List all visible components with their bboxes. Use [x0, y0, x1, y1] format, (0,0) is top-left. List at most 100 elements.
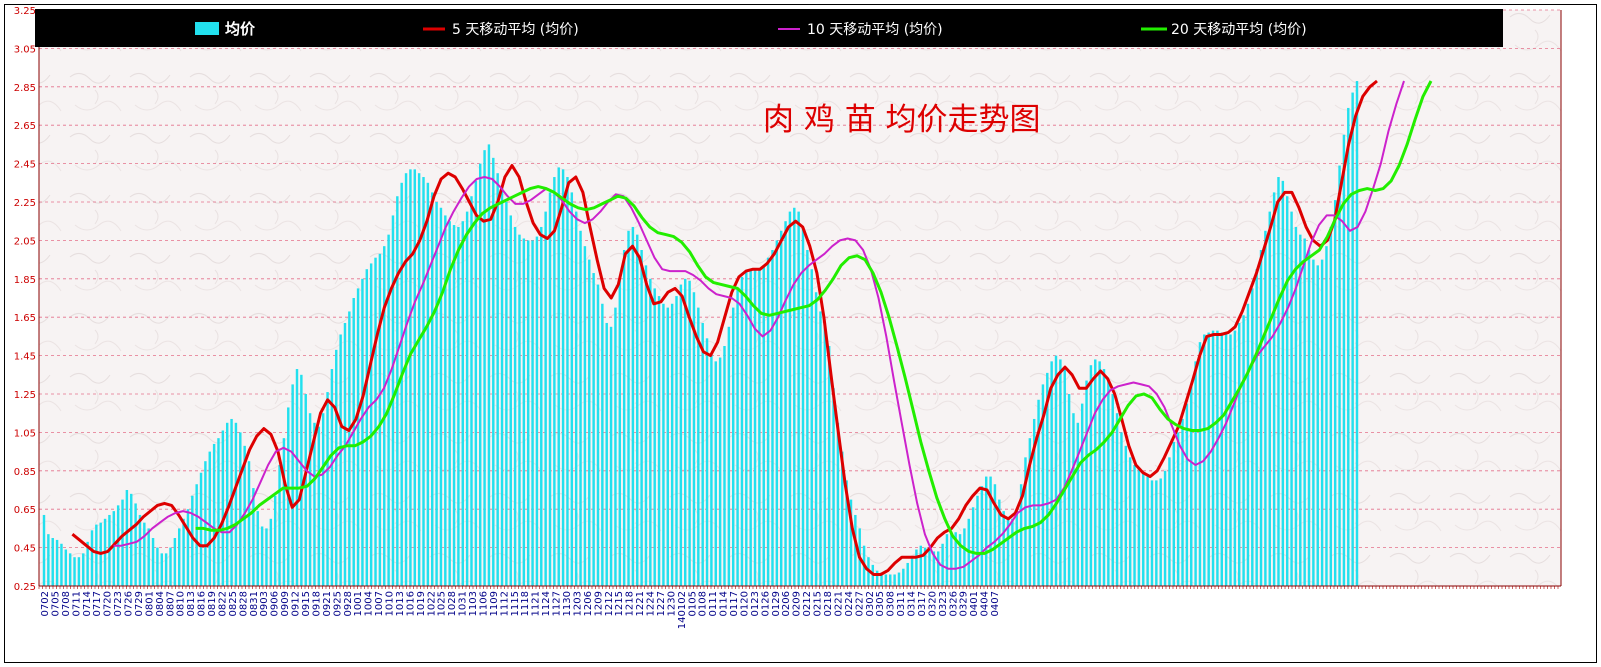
price-bar	[1150, 480, 1154, 586]
x-tick-label: 0915	[301, 591, 312, 616]
price-bar	[1303, 238, 1306, 587]
price-bar	[496, 173, 499, 586]
price-bar	[470, 196, 473, 587]
x-tick-label: 0807	[165, 591, 176, 616]
x-tick-label: 0129	[771, 591, 782, 616]
price-bar	[330, 369, 334, 586]
price-bar	[439, 207, 443, 586]
price-bar	[697, 307, 700, 586]
price-bar	[478, 163, 482, 586]
price-bar	[963, 528, 966, 586]
x-tick-label: 140102	[677, 591, 688, 629]
x-tick-label: 0308	[886, 591, 897, 616]
price-bar	[47, 534, 50, 586]
price-bar	[1220, 332, 1223, 586]
x-tick-label: 0921	[322, 591, 333, 616]
price-bar	[1190, 384, 1193, 586]
price-bar	[622, 250, 626, 586]
price-bar	[422, 177, 425, 587]
price-bar	[143, 522, 146, 586]
x-tick-label: 0323	[938, 591, 949, 616]
price-bar	[531, 240, 534, 586]
price-bar	[1329, 226, 1333, 586]
price-bar	[928, 549, 931, 586]
price-bar	[727, 326, 731, 586]
price-bar	[195, 484, 198, 586]
price-bar	[348, 311, 351, 586]
price-bar	[1128, 457, 1132, 586]
price-bar	[771, 250, 774, 586]
x-tick-label: 1010	[385, 591, 396, 616]
x-tick-label: 0401	[969, 591, 980, 616]
x-tick-label: 1013	[395, 591, 406, 616]
price-bar	[919, 545, 923, 586]
x-tick-label: 0126	[760, 591, 771, 616]
price-bar	[731, 307, 735, 586]
price-bar	[1107, 380, 1110, 586]
x-tick-label: 0215	[813, 591, 824, 616]
price-bar	[854, 514, 857, 586]
price-bar	[321, 413, 325, 586]
price-bar	[1268, 211, 1271, 586]
price-bar	[753, 269, 757, 586]
x-tick-label: 1218	[625, 591, 636, 616]
price-bar	[1076, 422, 1080, 586]
price-bar	[1216, 330, 1219, 586]
price-bar	[884, 574, 888, 586]
series-line	[71, 79, 1378, 576]
price-bar	[1238, 322, 1241, 586]
price-bar	[976, 495, 979, 586]
price-bar	[1259, 250, 1263, 586]
price-bar	[684, 278, 687, 586]
price-bar	[1333, 200, 1337, 586]
x-tick-label: 0909	[280, 591, 291, 616]
price-bar	[82, 553, 85, 586]
lines-group	[71, 79, 1433, 576]
price-bar	[444, 215, 447, 586]
price-bar	[1133, 465, 1136, 586]
price-bar	[300, 374, 303, 586]
price-bar	[361, 278, 364, 586]
price-bar	[1299, 234, 1302, 586]
price-bar	[191, 495, 194, 586]
price-bar	[243, 445, 246, 586]
x-tick-label: 1227	[656, 591, 667, 616]
price-bar	[365, 269, 369, 586]
price-bar	[566, 177, 569, 587]
price-bar	[548, 192, 552, 586]
x-tick-label: 0224	[844, 591, 855, 616]
y-tick-label: 0.85	[14, 467, 36, 478]
price-bar	[326, 392, 329, 586]
x-tick-label: 1130	[562, 591, 573, 616]
price-bar	[1251, 288, 1254, 586]
price-bar	[178, 528, 181, 586]
price-bar	[173, 538, 177, 586]
price-bar	[1285, 196, 1289, 587]
price-bar	[841, 451, 844, 586]
price-bar	[605, 322, 608, 586]
price-bar	[701, 322, 704, 586]
price-bar	[1211, 330, 1215, 586]
price-bar	[1015, 509, 1018, 586]
price-bar	[518, 234, 521, 586]
price-bar	[55, 539, 59, 586]
x-tick-label: 1118	[520, 591, 531, 616]
price-bar	[893, 574, 896, 586]
price-bar	[221, 430, 225, 586]
price-bar	[574, 211, 578, 586]
price-bar	[448, 221, 451, 586]
price-bar	[954, 532, 957, 586]
price-bar	[823, 322, 827, 586]
price-bar	[291, 384, 294, 586]
x-tick-label: 0120	[739, 591, 750, 616]
price-bar	[710, 353, 713, 586]
price-bar	[692, 292, 696, 586]
price-bar	[260, 526, 264, 586]
x-tick-label: 0928	[343, 591, 354, 616]
x-tick-label: 0903	[259, 591, 270, 616]
price-bar	[1080, 403, 1084, 586]
y-tick-label: 3.05	[14, 44, 36, 55]
x-tick-label: 0123	[750, 591, 761, 616]
price-bar	[849, 499, 853, 586]
price-bar	[374, 257, 377, 586]
